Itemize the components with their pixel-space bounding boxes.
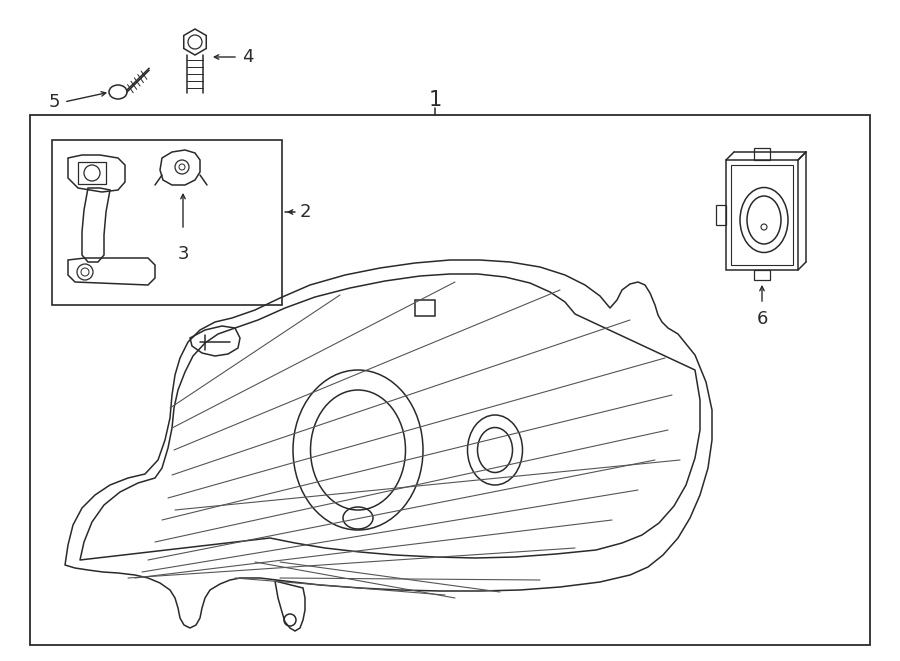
Bar xyxy=(78,162,106,184)
Bar xyxy=(716,205,726,225)
Bar xyxy=(415,300,435,316)
Bar xyxy=(52,140,282,305)
Text: 6: 6 xyxy=(756,310,768,328)
Text: 5: 5 xyxy=(49,93,60,111)
Text: 3: 3 xyxy=(177,245,189,263)
Text: 2: 2 xyxy=(300,203,311,221)
Text: 4: 4 xyxy=(242,48,254,66)
Bar xyxy=(30,115,870,645)
Bar xyxy=(754,148,770,160)
Bar xyxy=(754,270,770,280)
Bar xyxy=(726,160,798,270)
Bar xyxy=(731,165,793,265)
Text: 1: 1 xyxy=(428,90,442,110)
